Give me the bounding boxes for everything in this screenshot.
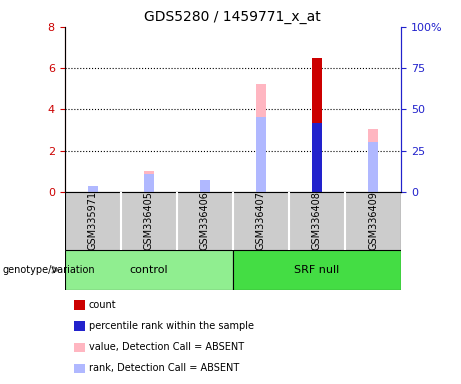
- Text: value, Detection Call = ABSENT: value, Detection Call = ABSENT: [89, 342, 244, 352]
- Text: SRF null: SRF null: [294, 265, 340, 275]
- Text: GSM336406: GSM336406: [200, 191, 210, 250]
- Text: count: count: [89, 300, 117, 310]
- Text: percentile rank within the sample: percentile rank within the sample: [89, 321, 254, 331]
- Bar: [312, 123, 322, 192]
- Bar: [144, 171, 154, 192]
- Text: rank, Detection Call = ABSENT: rank, Detection Call = ABSENT: [89, 363, 239, 373]
- Bar: [233, 250, 401, 290]
- Text: genotype/variation: genotype/variation: [2, 265, 95, 275]
- Text: GSM336405: GSM336405: [144, 191, 154, 250]
- Text: GSM335971: GSM335971: [88, 191, 98, 250]
- Bar: [256, 84, 266, 192]
- Bar: [200, 180, 210, 192]
- Text: GSM336408: GSM336408: [312, 191, 322, 250]
- Title: GDS5280 / 1459771_x_at: GDS5280 / 1459771_x_at: [144, 10, 321, 25]
- Text: GSM336409: GSM336409: [368, 191, 378, 250]
- Bar: [256, 117, 266, 192]
- Bar: [368, 129, 378, 192]
- Bar: [88, 190, 98, 192]
- Bar: [144, 174, 154, 192]
- Bar: [65, 250, 233, 290]
- Bar: [312, 58, 322, 192]
- Bar: [368, 142, 378, 192]
- Text: GSM336407: GSM336407: [256, 191, 266, 250]
- Text: control: control: [130, 265, 168, 275]
- Bar: [88, 186, 98, 192]
- Bar: [200, 182, 210, 192]
